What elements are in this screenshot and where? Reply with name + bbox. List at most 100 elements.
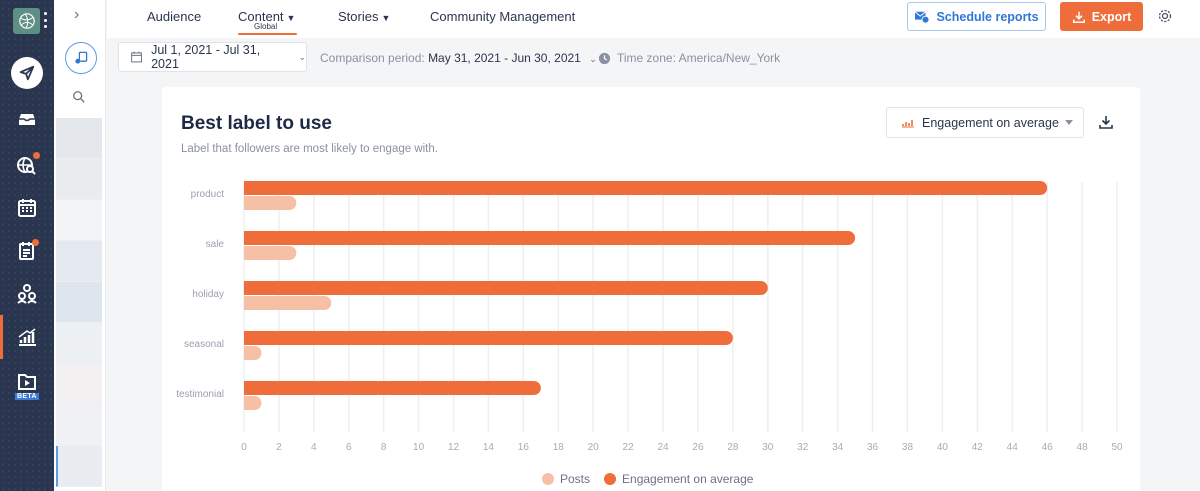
bar-posts: [244, 396, 262, 410]
x-tick-label: 20: [588, 442, 600, 453]
nav-calendar[interactable]: [12, 193, 42, 223]
profile-thumb[interactable]: [56, 118, 102, 159]
chart-legend: Posts Engagement on average: [542, 472, 753, 486]
notification-dot: [33, 152, 40, 159]
profile-thumb[interactable]: [56, 241, 102, 282]
calendar-icon: [18, 199, 36, 217]
video-folder-icon: [18, 374, 36, 390]
date-range-value: Jul 1, 2021 - Jul 31, 2021: [151, 43, 261, 71]
notification-dot: [32, 239, 39, 246]
clock-icon: [598, 52, 611, 64]
users-icon: [17, 284, 37, 304]
legend-label: Posts: [560, 472, 591, 486]
globe-logo-icon: [18, 13, 35, 29]
profile-list: [56, 118, 102, 487]
bar-engagement: [244, 181, 1048, 195]
x-tick-label: 40: [937, 442, 949, 453]
x-tick-label: 50: [1111, 442, 1123, 453]
y-category-label: holiday: [192, 289, 224, 300]
tab-label: Community Management: [430, 9, 576, 24]
legend-item-posts[interactable]: Posts: [542, 472, 590, 486]
metric-select[interactable]: Engagement on average: [886, 107, 1084, 138]
left-navigation: BETA: [0, 0, 54, 491]
x-tick-label: 36: [867, 442, 879, 453]
profile-thumb[interactable]: [56, 200, 102, 241]
best-label-card: Best label to use Label that followers a…: [162, 87, 1140, 491]
y-category-label: testimonial: [176, 389, 224, 400]
y-category-label: product: [191, 189, 225, 200]
tab-content[interactable]: Content ▼: [238, 9, 295, 24]
active-tab-underline: [238, 33, 297, 35]
profile-thumb[interactable]: [56, 282, 102, 323]
metric-select-value: Engagement on average: [922, 115, 1059, 130]
comparison-period[interactable]: Comparison period: May 31, 2021 - Jun 30…: [320, 51, 597, 65]
bar-chart-icon: [902, 119, 914, 127]
compose-button[interactable]: [11, 57, 43, 89]
x-tick-label: 46: [1042, 442, 1054, 453]
x-tick-label: 38: [902, 442, 914, 453]
nav-planner[interactable]: [12, 236, 42, 266]
profile-thumb[interactable]: [56, 364, 102, 405]
expand-chevron-icon[interactable]: ›: [74, 6, 80, 23]
globe-search-icon: [17, 157, 36, 175]
bar-engagement: [244, 331, 733, 345]
download-icon: [1099, 116, 1113, 129]
x-tick-label: 16: [518, 442, 530, 453]
active-indicator: [0, 315, 3, 359]
more-menu-icon[interactable]: [44, 12, 47, 28]
bar-engagement: [244, 381, 541, 395]
search-icon[interactable]: [72, 90, 86, 109]
calendar-icon: [131, 51, 142, 63]
x-tick-label: 26: [692, 442, 704, 453]
legend-swatch: [542, 473, 554, 485]
bar-engagement: [244, 231, 856, 245]
tab-content-sub: Global: [254, 22, 278, 31]
tab-stories[interactable]: Stories ▼: [338, 9, 390, 24]
clipboard-icon: [19, 242, 34, 260]
gear-icon[interactable]: [1157, 8, 1173, 29]
bar-posts: [244, 246, 297, 260]
legend-item-engagement[interactable]: Engagement on average: [604, 472, 753, 486]
nav-analytics[interactable]: [12, 322, 42, 352]
x-tick-label: 12: [448, 442, 460, 453]
brand-logo[interactable]: [13, 8, 40, 34]
beta-badge: BETA: [15, 393, 39, 400]
chevron-down-icon: ⌄: [589, 54, 597, 64]
download-chart-button[interactable]: [1098, 114, 1114, 135]
x-tick-label: 30: [762, 442, 774, 453]
profile-thumb[interactable]: [56, 323, 102, 364]
timezone: Time zone: America/New_York: [598, 51, 780, 65]
nav-listening[interactable]: [12, 150, 42, 180]
nav-team[interactable]: [12, 279, 42, 309]
comparison-label: Comparison period:: [320, 51, 425, 65]
profile-thumb[interactable]: [56, 446, 102, 487]
card-title: Best label to use: [181, 113, 332, 134]
tab-audience[interactable]: Audience: [147, 9, 201, 24]
chevron-down-icon: ▼: [286, 13, 296, 23]
tab-label: Audience: [147, 9, 202, 24]
nav-inbox[interactable]: [12, 105, 42, 135]
profile-thumb[interactable]: [56, 405, 102, 446]
x-tick-label: 42: [972, 442, 984, 453]
nav-video[interactable]: [12, 367, 42, 397]
y-category-label: sale: [206, 239, 225, 250]
x-tick-label: 6: [346, 442, 352, 453]
x-tick-label: 8: [381, 442, 387, 453]
x-tick-label: 18: [553, 442, 565, 453]
x-tick-label: 4: [311, 442, 317, 453]
x-tick-label: 28: [727, 442, 739, 453]
tab-label: Stories: [338, 9, 379, 24]
export-button[interactable]: Export: [1060, 2, 1143, 31]
bar-chart: 0 2 4 6 8 10 12 14 16 18 20 22 24 26 28 30 32 34 36 38 40 42 4…: [176, 181, 1123, 453]
timezone-label: Time zone: America/New_York: [617, 51, 781, 65]
x-tick-label: 14: [483, 442, 495, 453]
profile-swap-icon: [75, 51, 88, 64]
profile-thumb[interactable]: [56, 159, 102, 200]
tab-community-management[interactable]: Community Management: [430, 9, 575, 24]
schedule-reports-button[interactable]: Schedule reports: [907, 2, 1046, 31]
date-range-picker[interactable]: Jul 1, 2021 - Jul 31, 2021 ⌄: [118, 42, 307, 72]
profile-switch-button[interactable]: [65, 42, 97, 74]
x-tick-label: 44: [1007, 442, 1019, 453]
bar-posts: [244, 196, 297, 210]
bar-chart-icon: [18, 328, 36, 346]
